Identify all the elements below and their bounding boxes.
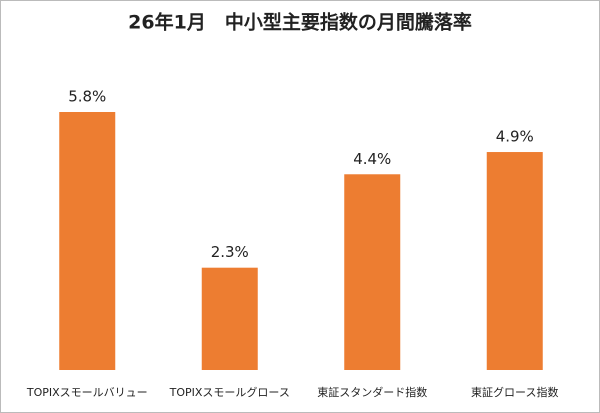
bar xyxy=(201,267,258,370)
bar xyxy=(344,174,401,370)
value-label: 2.3% xyxy=(211,243,249,261)
chart-title: 26年1月 中小型主要指数の月間騰落率 xyxy=(128,11,472,34)
value-label: 4.9% xyxy=(496,128,534,146)
x-tick-label: TOPIXスモールバリュー xyxy=(26,386,148,399)
value-label: 4.4% xyxy=(353,150,391,168)
bar xyxy=(486,152,543,370)
x-tick-label: 東証グロース指数 xyxy=(471,385,558,399)
value-label: 5.8% xyxy=(68,88,106,106)
x-tick-label: TOPIXスモールグロース xyxy=(169,385,290,399)
x-tick-label: 東証スタンダード指数 xyxy=(317,385,427,399)
bar xyxy=(59,112,116,370)
